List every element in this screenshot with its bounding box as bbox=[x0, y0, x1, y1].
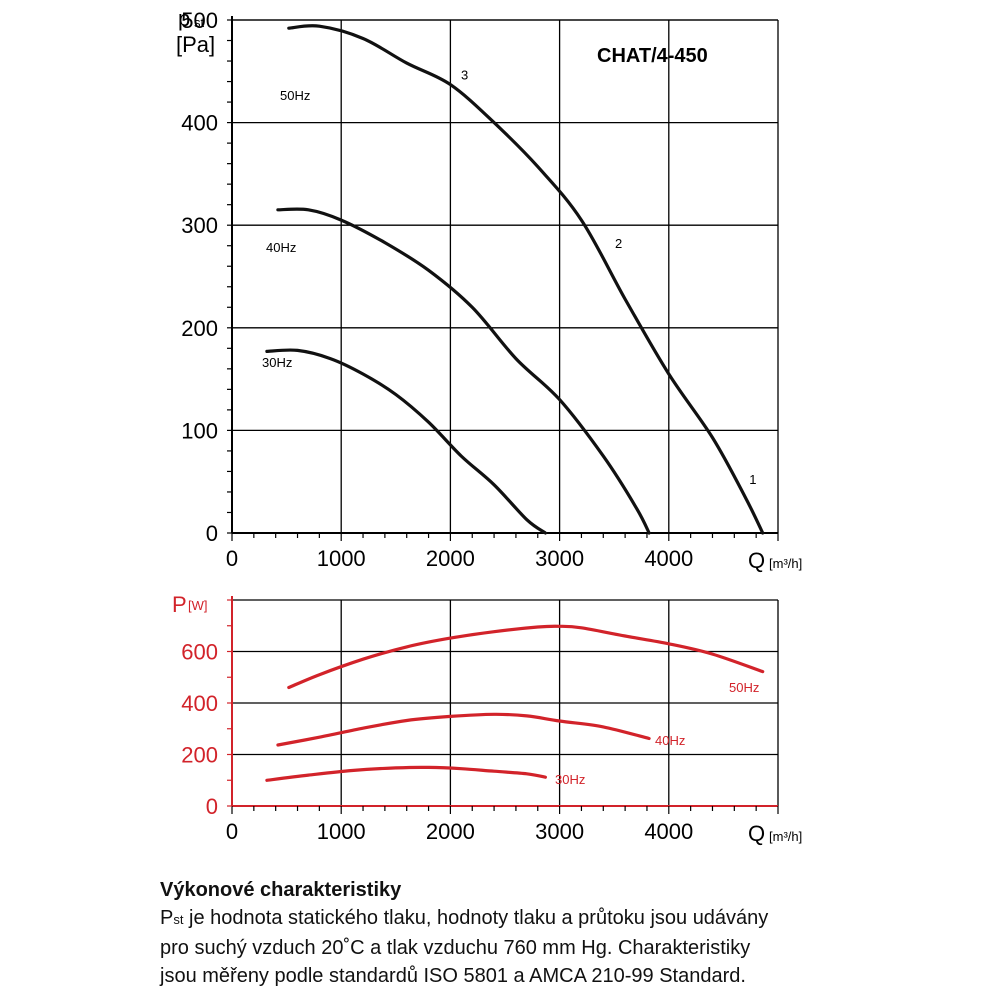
curve-point-label: 1 bbox=[749, 472, 756, 487]
y-tick-label: 200 bbox=[181, 316, 218, 341]
series-label-50Hz: 50Hz bbox=[280, 88, 310, 103]
caption-line-3: jsou měřeny podle standardů ISO 5801 a A… bbox=[160, 965, 746, 987]
caption-line-1-text: je hodnota statického tlaku, hodnoty tla… bbox=[183, 907, 769, 929]
x-axis-label: Q bbox=[748, 821, 765, 846]
x-tick-label: 1000 bbox=[317, 819, 366, 844]
y-tick-label: 100 bbox=[181, 418, 218, 443]
caption-symbol: P bbox=[160, 907, 174, 929]
x-tick-label: 0 bbox=[226, 546, 238, 571]
x-tick-label: 3000 bbox=[535, 819, 584, 844]
y-tick-label: 400 bbox=[181, 111, 218, 136]
x-axis-unit: [m³/h] bbox=[769, 556, 802, 571]
curve-point-label: 3 bbox=[461, 68, 468, 83]
caption-line-1: Pst je hodnota statického tlaku, hodnoty… bbox=[160, 904, 980, 934]
x-tick-label: 0 bbox=[226, 819, 238, 844]
series-line-40Hz bbox=[276, 712, 651, 747]
x-tick-label: 2000 bbox=[426, 819, 475, 844]
model-title: CHAT/4-450 bbox=[597, 45, 708, 67]
performance-charts: p st [Pa] CHAT/4-450 0 1000 2000 3000 400001… bbox=[172, 6, 802, 846]
power-axis-symbol: P bbox=[172, 592, 187, 617]
x-tick-label: 2000 bbox=[426, 546, 475, 571]
power-chart: P [W] 0 1000 2000 3000 4000 0 200 400 600 Q [m³/h]… bbox=[172, 592, 802, 846]
y-tick-label: 0 bbox=[206, 794, 218, 819]
y-tick-label: 0 bbox=[206, 521, 218, 546]
x-tick-label: 4000 bbox=[644, 546, 693, 571]
x-tick-label: 4000 bbox=[644, 819, 693, 844]
series-label-40Hz: 40Hz bbox=[655, 733, 685, 748]
series-label-40Hz: 40Hz bbox=[266, 240, 296, 255]
pressure-axis-symbol: p bbox=[178, 6, 190, 31]
y-tick-label: 300 bbox=[181, 213, 218, 238]
power-axis-unit: [W] bbox=[188, 598, 208, 613]
curve-point-label: 2 bbox=[615, 236, 622, 251]
x-tick-label: 1000 bbox=[317, 546, 366, 571]
series-line-30Hz bbox=[265, 348, 547, 535]
y-tick-label: 600 bbox=[181, 640, 218, 665]
caption-line-2: pro suchý vzduch 20˚C a tlak vzduchu 760… bbox=[160, 937, 751, 959]
caption: Výkonové charakteristiky Pst je hodnota … bbox=[160, 876, 980, 990]
pressure-axis-unit: [Pa] bbox=[176, 32, 215, 57]
series-line-40Hz bbox=[276, 207, 651, 535]
series-label-30Hz: 30Hz bbox=[555, 772, 585, 787]
series-line-50Hz bbox=[287, 624, 765, 690]
caption-symbol-sub: st bbox=[173, 912, 184, 927]
pressure-axis-subscript: st bbox=[194, 15, 205, 30]
x-tick-label: 3000 bbox=[535, 546, 584, 571]
series-label-30Hz: 30Hz bbox=[262, 355, 292, 370]
pressure-chart: p st [Pa] CHAT/4-450 0 1000 2000 3000 4000 0 1… bbox=[176, 6, 802, 573]
series-line-30Hz bbox=[265, 765, 547, 782]
series-line-50Hz bbox=[287, 24, 765, 535]
caption-heading: Výkonové charakteristiky bbox=[160, 879, 402, 901]
y-tick-label: 400 bbox=[181, 691, 218, 716]
y-tick-label: 500 bbox=[181, 8, 218, 33]
y-tick-label: 200 bbox=[181, 743, 218, 768]
x-axis-label: Q bbox=[748, 548, 765, 573]
series-label-50Hz: 50Hz bbox=[729, 680, 759, 695]
x-axis-unit: [m³/h] bbox=[769, 829, 802, 844]
